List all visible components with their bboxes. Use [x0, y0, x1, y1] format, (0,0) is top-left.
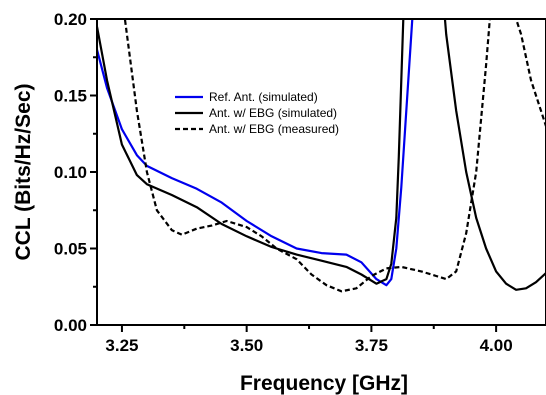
- x-tick-label: 3.25: [105, 336, 138, 355]
- y-tick-label: 0.15: [54, 87, 87, 106]
- x-axis: 3.25 3.50 3.75 4.00: [105, 325, 513, 355]
- x-tick-label: 4.00: [480, 336, 513, 355]
- legend-label-1: Ant. w/ EBG (simulated): [209, 106, 337, 120]
- series-line-2: [123, 19, 546, 293]
- plot-frame: [96, 18, 546, 326]
- y-tick-label: 0.10: [54, 163, 87, 182]
- legend-label-2: Ant. w/ EBG (measured): [209, 122, 339, 136]
- y-axis-title: CCL (Bits/Hz/Sec): [12, 84, 35, 261]
- legend: Ref. Ant. (simulated) Ant. w/ EBG (simula…: [175, 90, 339, 136]
- y-tick-label: 0.05: [54, 240, 87, 259]
- series-group: [97, 19, 546, 293]
- legend-label-0: Ref. Ant. (simulated): [209, 90, 318, 104]
- series-line-1: [97, 19, 546, 291]
- x-tick-label: 3.75: [355, 336, 388, 355]
- series-line-0: [97, 19, 414, 287]
- x-tick-label: 3.50: [230, 336, 263, 355]
- y-tick-label: 0.20: [54, 10, 87, 29]
- x-axis-title: Frequency [GHz]: [240, 372, 408, 395]
- y-axis: 0.00 0.05 0.10 0.15 0.20: [54, 10, 97, 335]
- y-tick-label: 0.00: [54, 316, 87, 335]
